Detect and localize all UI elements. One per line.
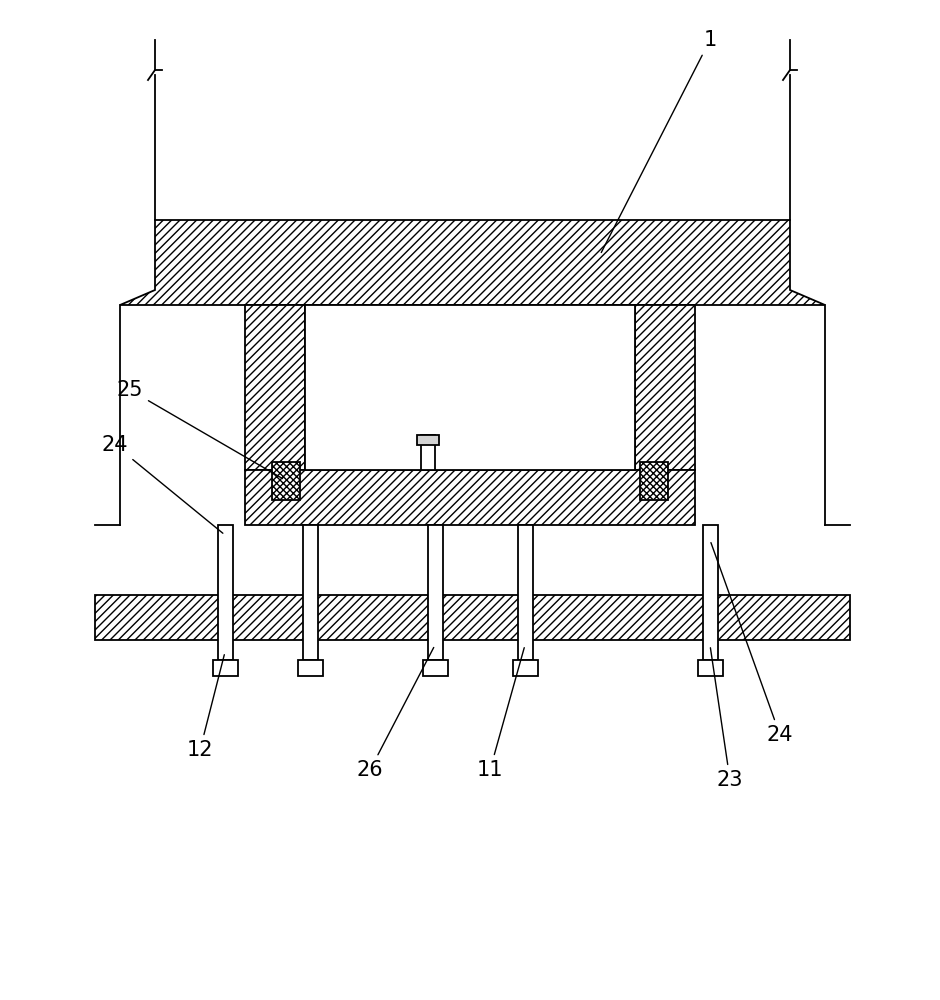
Bar (513, 660, 538, 676)
Bar (303, 525, 318, 660)
Bar (421, 435, 435, 470)
Bar (417, 435, 439, 445)
Bar (213, 660, 238, 676)
Bar (95, 595, 850, 640)
Text: 1: 1 (602, 30, 716, 253)
Bar (635, 305, 695, 470)
Text: 11: 11 (477, 648, 525, 780)
Bar (428, 525, 443, 660)
Bar (423, 660, 448, 676)
Bar (305, 305, 635, 470)
Bar (245, 305, 305, 470)
Bar (518, 525, 533, 660)
Text: 25: 25 (117, 380, 283, 479)
Bar (245, 470, 695, 525)
Bar (703, 525, 718, 660)
Text: 24: 24 (102, 435, 223, 533)
Text: 26: 26 (356, 647, 433, 780)
Bar (698, 660, 723, 676)
Bar (272, 462, 300, 500)
Bar (298, 660, 323, 676)
Bar (218, 525, 233, 660)
Text: 23: 23 (711, 648, 744, 790)
Polygon shape (120, 220, 825, 305)
Bar (640, 462, 668, 500)
Text: 24: 24 (711, 543, 793, 745)
Text: 12: 12 (187, 655, 225, 760)
